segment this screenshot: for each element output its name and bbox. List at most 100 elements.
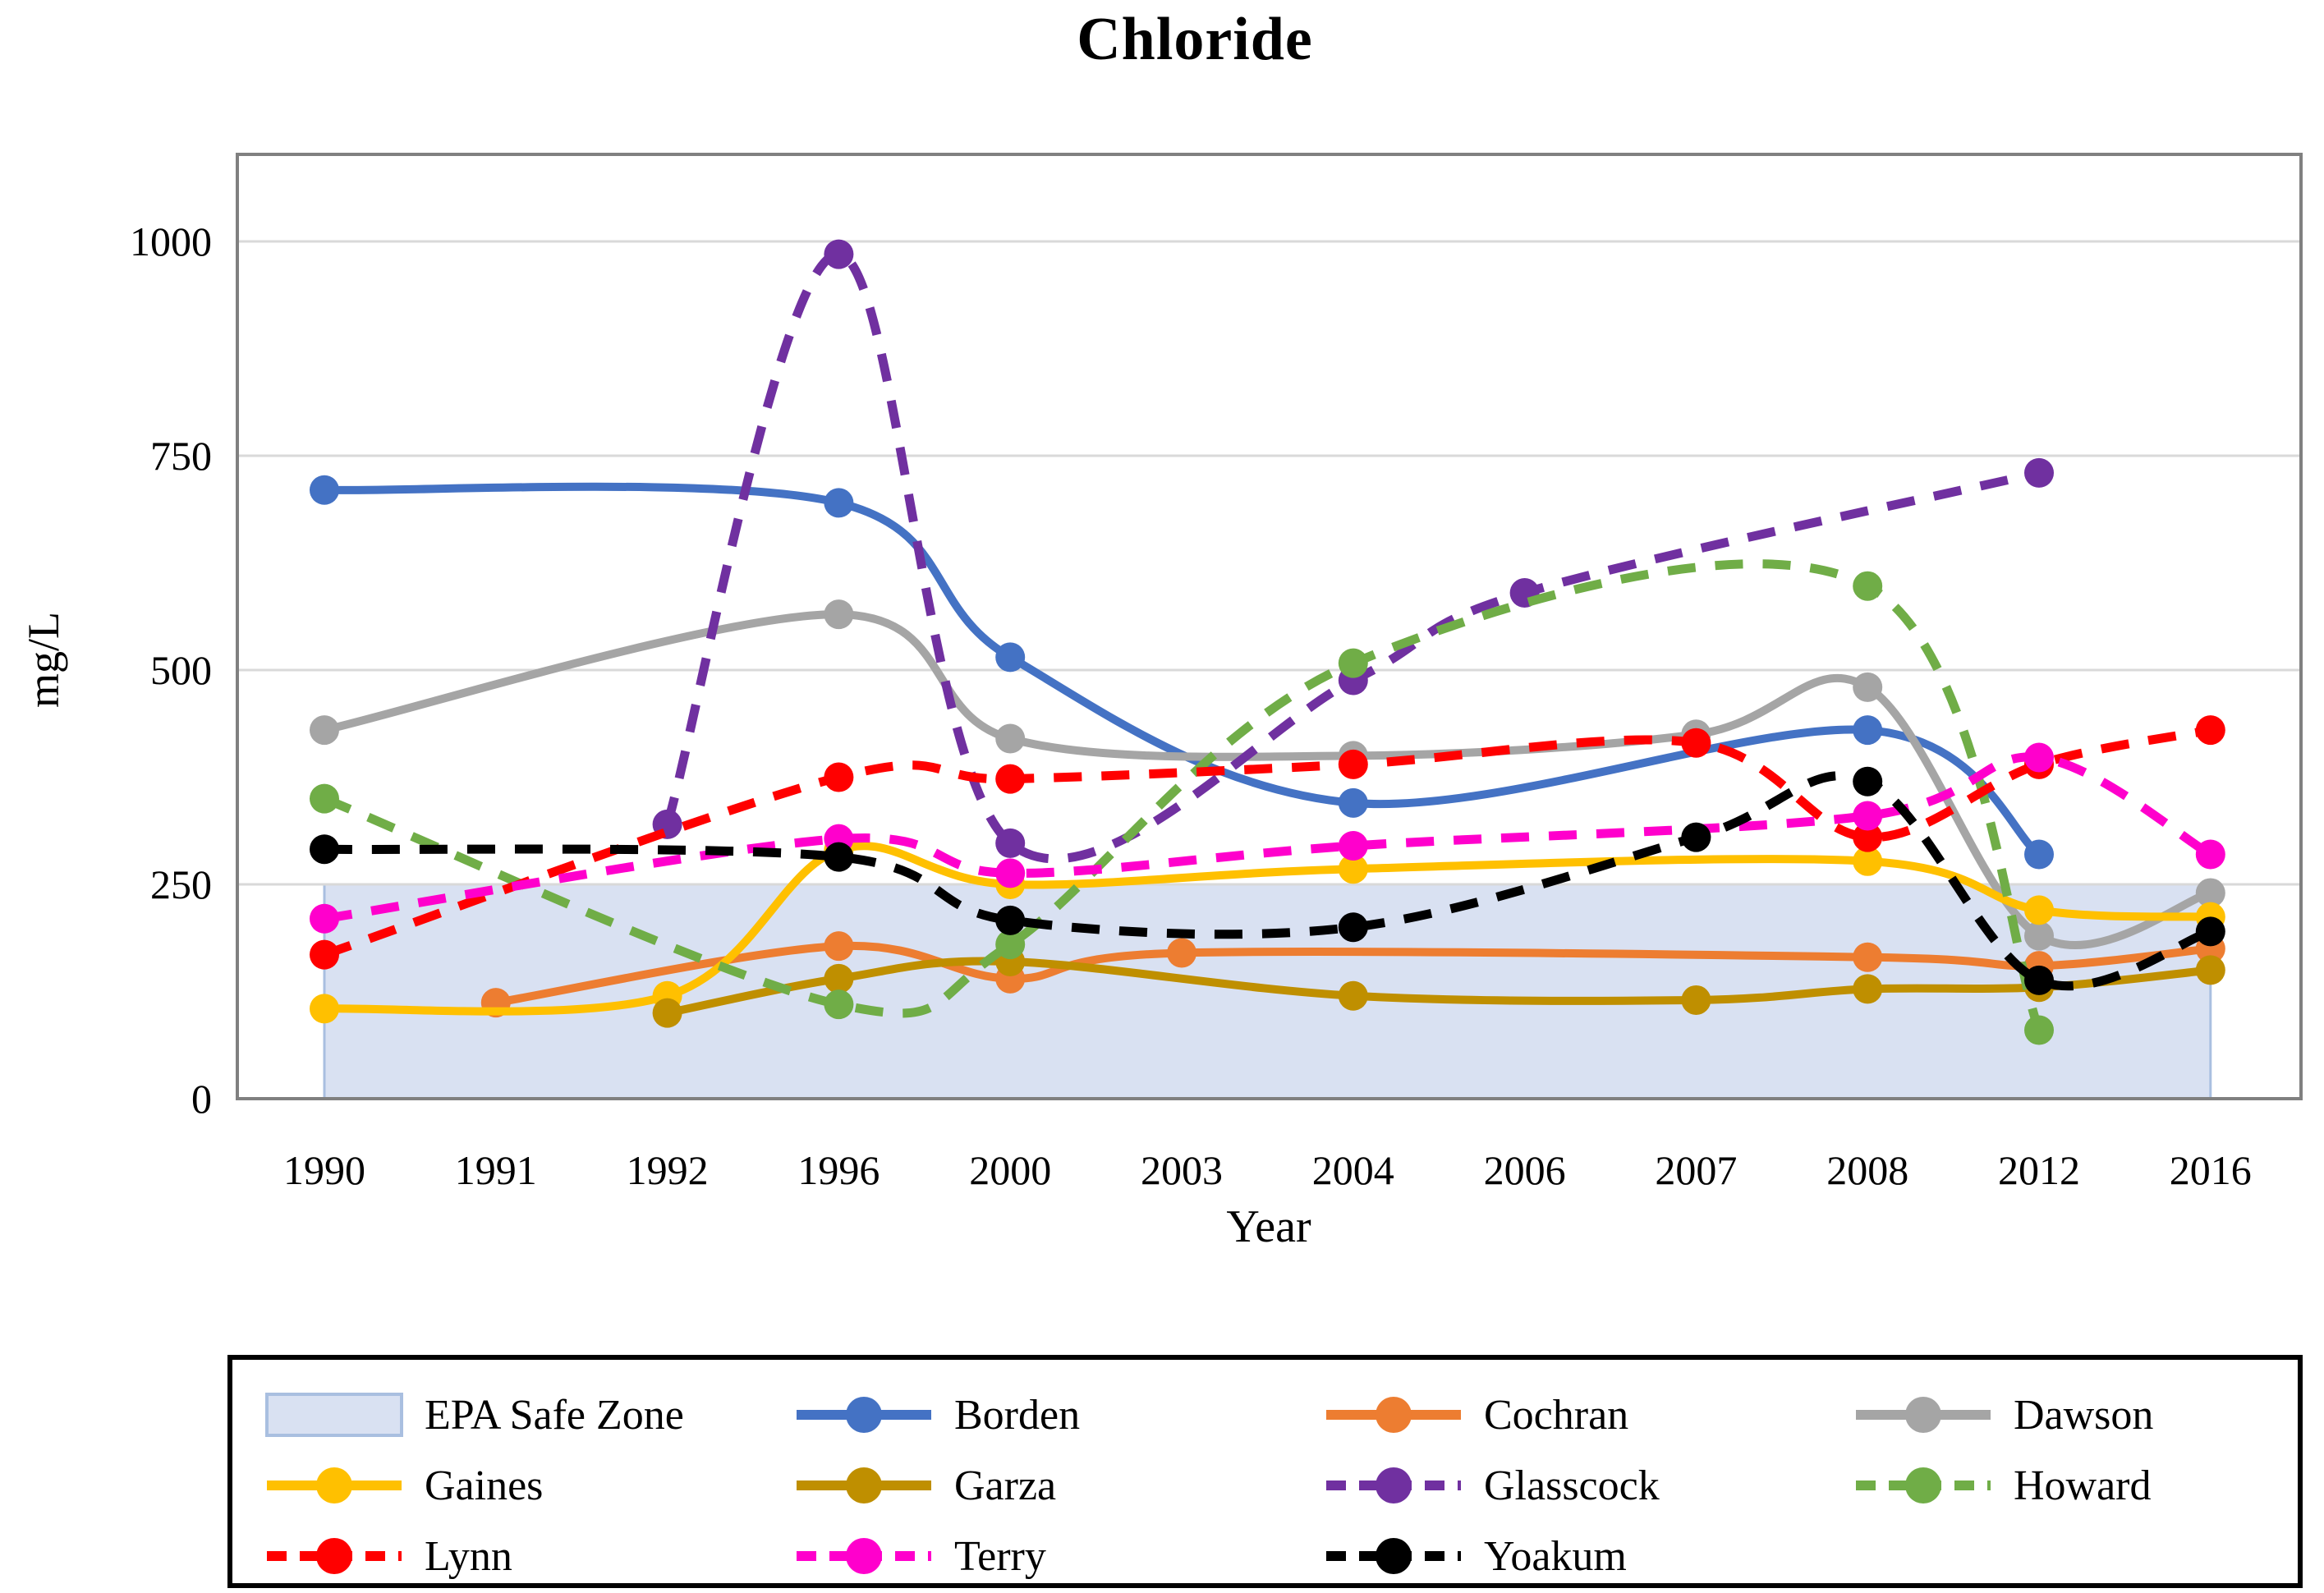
legend-item-label: Cochran (1484, 1391, 1629, 1439)
x-tick-label: 2007 (1655, 1147, 1737, 1193)
series-marker-lynn (1681, 728, 1711, 758)
legend-item-dawson: Dawson (1854, 1391, 2298, 1439)
series-marker-lynn (2195, 715, 2225, 746)
series-marker-garza (1681, 985, 1711, 1015)
series-marker-lynn (1853, 822, 1883, 852)
x-tick-label: 1991 (455, 1147, 537, 1193)
series-marker-dawson (1853, 672, 1883, 702)
series-marker-howard (824, 989, 854, 1020)
legend-item-epa-safe-zone: EPA Safe Zone (265, 1391, 795, 1439)
series-marker-lynn (824, 762, 854, 792)
x-tick-label: 1992 (627, 1147, 709, 1193)
series-line-terry (324, 752, 2213, 924)
legend-item-terry: Terry (795, 1532, 1325, 1581)
legend-marker-icon (846, 1397, 882, 1433)
series-marker-glasscock (2024, 457, 2054, 488)
chart-title: Chloride (1077, 6, 1313, 73)
y-tick-label: 1000 (130, 218, 212, 264)
series-marker-terry (1853, 801, 1883, 831)
series-marker-borden (1338, 787, 1368, 818)
x-axis-title: Year (1226, 1201, 1311, 1252)
series-marker-yoakum (2024, 965, 2054, 995)
series-marker-terry (995, 858, 1026, 888)
legend-item-borden: Borden (795, 1391, 1325, 1439)
series-marker-howard (1338, 648, 1368, 678)
series-marker-yoakum (1338, 912, 1368, 943)
legend: EPA Safe Zone Borden Cochran Dawson Gaines Ga… (227, 1355, 2303, 1588)
legend-item-yoakum: Yoakum (1325, 1532, 1854, 1581)
series-marker-gaines (2024, 895, 2054, 925)
series-marker-lynn (310, 939, 339, 970)
series-marker-yoakum (1853, 766, 1883, 796)
series-marker-yoakum (824, 842, 854, 872)
series-marker-garza (824, 963, 854, 994)
legend-marker-icon (846, 1467, 882, 1503)
legend-item-label: Howard (2014, 1462, 2152, 1509)
legend-item-glasscock: Glasscock (1325, 1462, 1854, 1510)
legend-item-label: Garza (954, 1462, 1057, 1509)
x-tick-label: 2003 (1141, 1147, 1223, 1193)
legend-line-swatch-icon (267, 1467, 402, 1503)
legend-line-swatch-icon (267, 1538, 402, 1574)
legend-item-label: Yoakum (1484, 1532, 1627, 1580)
series-line-howard (322, 559, 2044, 1032)
legend-line-swatch-icon (1856, 1467, 1991, 1503)
legend-marker-icon (1905, 1467, 1941, 1503)
series-marker-borden (995, 642, 1026, 673)
legend-marker-icon (1376, 1467, 1412, 1503)
series-marker-dawson (310, 715, 339, 746)
series-marker-lynn (995, 764, 1026, 794)
legend-marker-icon (846, 1538, 882, 1574)
legend-marker-icon (316, 1467, 352, 1503)
legend-line-swatch-icon (1856, 1397, 1991, 1433)
x-tick-label: 2000 (969, 1147, 1051, 1193)
legend-item-gaines: Gaines (265, 1462, 795, 1510)
series-marker-borden (824, 488, 854, 518)
series-marker-cochran (1167, 938, 1196, 968)
y-tick-label: 250 (150, 861, 212, 907)
legend-marker-icon (1376, 1397, 1412, 1433)
series-marker-garza (652, 998, 682, 1028)
series-marker-howard (2024, 1015, 2054, 1045)
legend-item-label: Lynn (425, 1532, 512, 1580)
series-marker-howard (995, 930, 1026, 960)
legend-item-cochran: Cochran (1325, 1391, 1854, 1439)
series-marker-glasscock (824, 239, 854, 269)
series-marker-glasscock (995, 828, 1026, 858)
series-marker-terry (310, 903, 339, 934)
series-marker-terry (1338, 831, 1368, 861)
series-marker-dawson (2195, 878, 2225, 908)
legend-line-swatch-icon (1326, 1397, 1461, 1433)
series-marker-yoakum (1681, 822, 1711, 852)
legend-marker-icon (316, 1538, 352, 1574)
series-marker-garza (1853, 974, 1883, 1004)
legend-item-label: Dawson (2014, 1391, 2154, 1439)
y-tick-label: 0 (191, 1076, 212, 1122)
legend-item-label: Terry (954, 1532, 1046, 1580)
legend-item-label: Gaines (425, 1462, 544, 1509)
x-tick-label: 1990 (283, 1147, 365, 1193)
series-marker-garza (1338, 980, 1368, 1011)
legend-item-label: Glasscock (1484, 1462, 1660, 1509)
legend-marker-icon (1376, 1538, 1412, 1574)
series-marker-yoakum (310, 834, 339, 865)
x-tick-label: 2008 (1826, 1147, 1908, 1193)
legend-line-swatch-icon (797, 1467, 931, 1503)
series-marker-dawson (824, 599, 854, 630)
series-marker-gaines (1853, 846, 1883, 876)
legend-item-garza: Garza (795, 1462, 1325, 1510)
series-marker-howard (310, 783, 339, 814)
series-marker-dawson (995, 723, 1026, 754)
legend-line-swatch-icon (797, 1397, 931, 1433)
x-tick-label: 2004 (1312, 1147, 1394, 1193)
x-tick-label: 2012 (1998, 1147, 2080, 1193)
plot-frame (236, 153, 2303, 1100)
series-marker-dawson (2024, 920, 2054, 951)
legend-marker-icon (1905, 1397, 1941, 1433)
y-tick-label: 500 (150, 647, 212, 693)
series-marker-terry (2195, 839, 2225, 870)
x-tick-label: 2006 (1484, 1147, 1566, 1193)
series-line-yoakum (324, 771, 2212, 991)
